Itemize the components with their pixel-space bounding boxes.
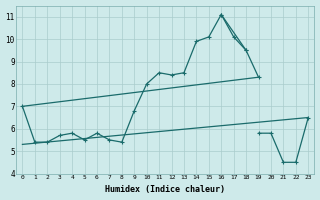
X-axis label: Humidex (Indice chaleur): Humidex (Indice chaleur) [105,185,225,194]
